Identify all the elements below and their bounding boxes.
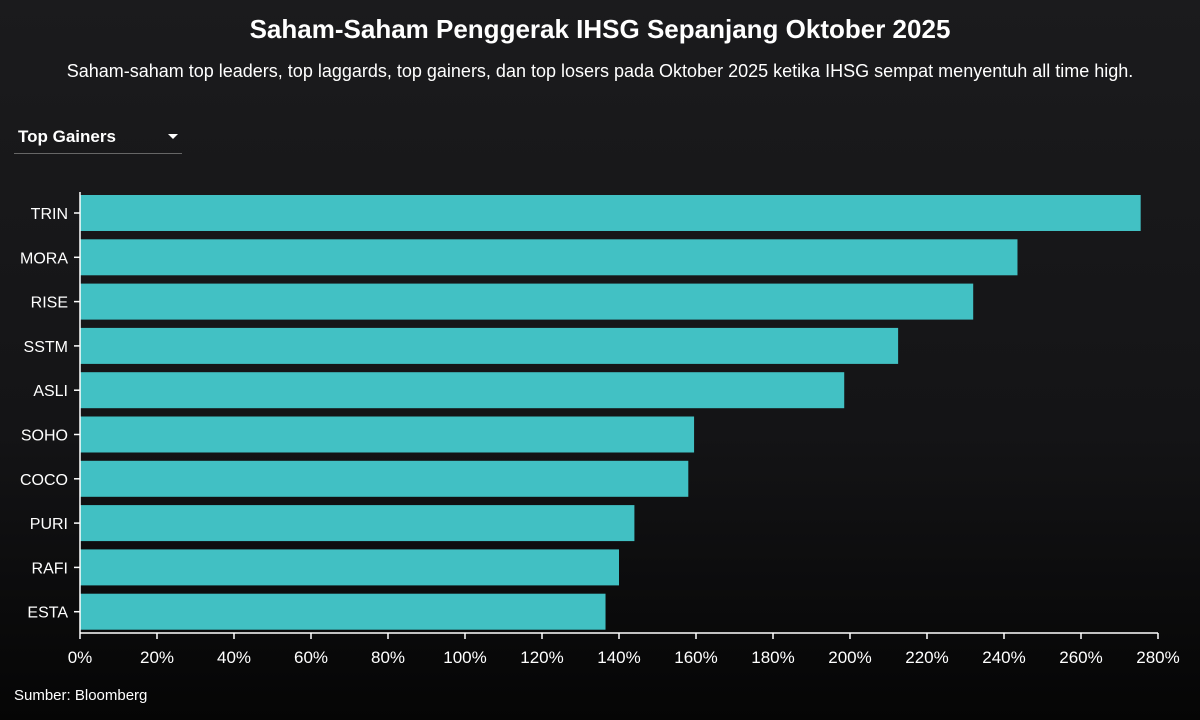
y-tick-label: SSTM: [24, 339, 68, 356]
x-tick-label: 280%: [1136, 648, 1179, 667]
x-tick-label: 100%: [443, 648, 486, 667]
chart-title: Saham-Saham Penggerak IHSG Sepanjang Okt…: [249, 14, 951, 44]
x-tick-label: 80%: [371, 648, 405, 667]
y-tick-label: ASLI: [33, 383, 68, 400]
chart-subtitle: Saham-saham top leaders, top laggards, t…: [66, 61, 1134, 81]
x-tick-label: 240%: [982, 648, 1025, 667]
bar-sstm: [80, 327, 899, 364]
bar-rise: [80, 283, 974, 320]
bar-mora: [80, 239, 1018, 276]
x-tick-label: 180%: [751, 648, 794, 667]
y-tick-label: COCO: [20, 472, 68, 489]
bar-asli: [80, 372, 845, 409]
x-tick-label: 220%: [905, 648, 948, 667]
x-tick-label: 0%: [68, 648, 93, 667]
x-tick-label: 200%: [828, 648, 871, 667]
y-tick-label: TRIN: [31, 206, 68, 223]
bar-esta: [80, 593, 606, 630]
source-note: Sumber: Bloomberg: [14, 687, 148, 704]
y-tick-label: RISE: [31, 295, 68, 312]
x-tick-label: 60%: [294, 648, 328, 667]
bar-trin: [80, 195, 1141, 231]
x-tick-label: 120%: [520, 648, 563, 667]
category-dropdown[interactable]: Top Gainers: [14, 124, 182, 154]
bar-puri: [80, 505, 635, 542]
bar-soho: [80, 416, 695, 453]
y-tick-label: MORA: [20, 250, 68, 267]
dropdown-selected-label: Top Gainers: [18, 127, 116, 146]
x-tick-label: 160%: [674, 648, 717, 667]
y-tick-label: SOHO: [21, 428, 68, 445]
y-tick-label: RAFI: [32, 560, 68, 577]
y-tick-label: PURI: [30, 516, 68, 533]
x-tick-label: 260%: [1059, 648, 1102, 667]
x-tick-label: 140%: [597, 648, 640, 667]
x-tick-label: 40%: [217, 648, 251, 667]
caret-down-icon: [168, 134, 178, 139]
y-tick-label: ESTA: [27, 605, 68, 622]
x-tick-label: 20%: [140, 648, 174, 667]
bar-coco: [80, 460, 689, 497]
bar-rafi: [80, 549, 619, 586]
